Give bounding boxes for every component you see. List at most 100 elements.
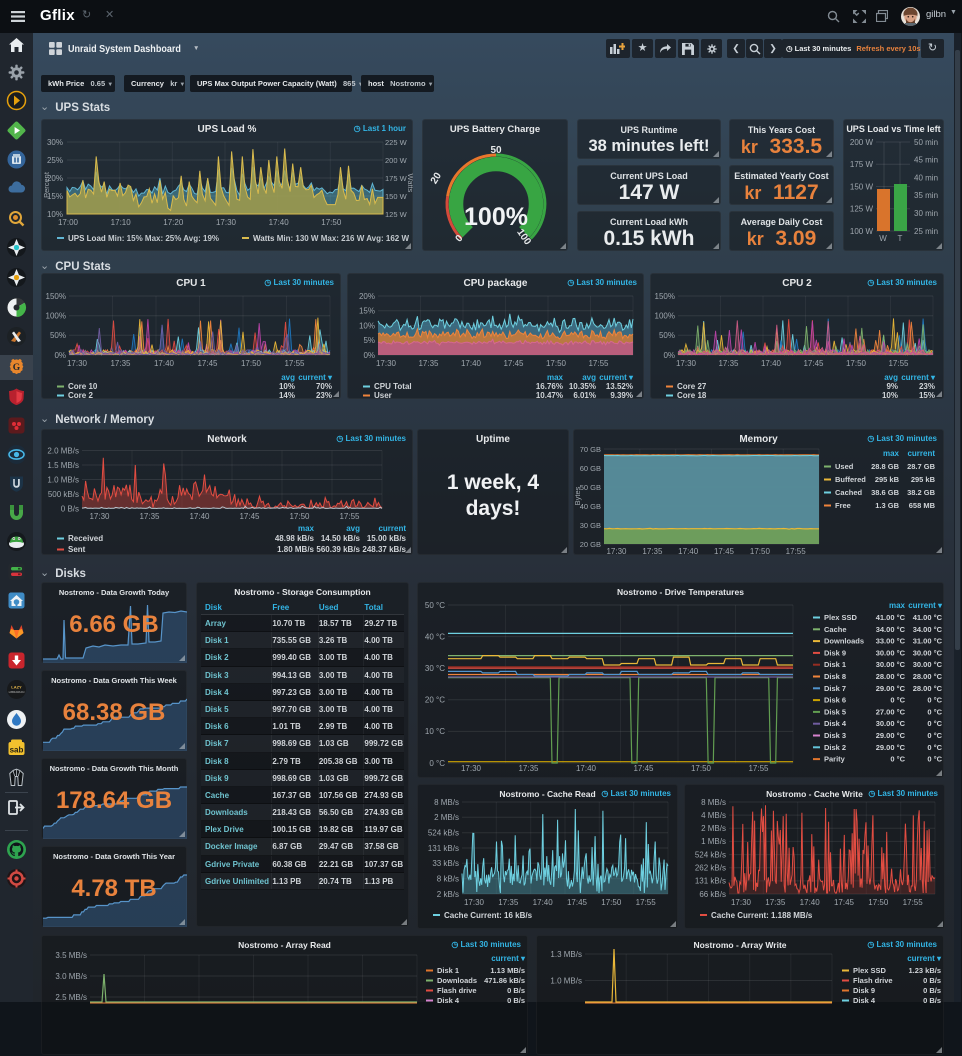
svg-text:17:50: 17:50: [868, 898, 889, 907]
svg-text:150 W: 150 W: [385, 192, 408, 201]
svg-text:20%: 20%: [47, 174, 63, 183]
svg-text:17:35: 17:35: [498, 898, 519, 907]
svg-text:38.6 GB: 38.6 GB: [871, 488, 900, 497]
svg-text:current ▾: current ▾: [599, 373, 634, 382]
svg-text:2 MB/s: 2 MB/s: [434, 813, 459, 822]
svg-text:20 °C: 20 °C: [425, 696, 445, 705]
svg-text:Flash drive: Flash drive: [853, 976, 893, 985]
svg-text:Core 2: Core 2: [68, 391, 93, 400]
svg-text:41.00 °C: 41.00 °C: [913, 613, 943, 622]
svg-text:current: current: [378, 524, 406, 533]
svg-text:100 W: 100 W: [850, 227, 874, 236]
svg-text:25%: 25%: [47, 156, 63, 165]
svg-text:2 kB/s: 2 kB/s: [437, 890, 459, 899]
svg-text:17:45: 17:45: [834, 898, 855, 907]
svg-text:3.0 MB/s: 3.0 MB/s: [55, 972, 87, 981]
svg-text:31.00 °C: 31.00 °C: [913, 637, 943, 646]
svg-text:sab: sab: [10, 746, 24, 755]
svg-text:Disk 2: Disk 2: [824, 743, 846, 752]
svg-text:Buffered: Buffered: [835, 475, 866, 484]
svg-text:30.00 °C: 30.00 °C: [913, 660, 943, 669]
svg-text:175 W: 175 W: [850, 160, 874, 169]
svg-text:Disk 8: Disk 8: [824, 672, 846, 681]
svg-text:0 °C: 0 °C: [429, 759, 445, 768]
svg-text:17:55: 17:55: [748, 764, 769, 773]
svg-text:W: W: [879, 234, 887, 243]
svg-text:Disk 3: Disk 3: [824, 731, 846, 740]
svg-text:13.52%: 13.52%: [606, 382, 633, 391]
svg-text:17:50: 17:50: [321, 218, 342, 227]
svg-text:Downloads: Downloads: [437, 976, 477, 985]
svg-text:9.39%: 9.39%: [610, 391, 633, 400]
svg-text:Sent: Sent: [68, 545, 86, 554]
svg-text:0%: 0%: [54, 351, 66, 360]
svg-text:Percent: Percent: [42, 171, 51, 198]
svg-text:17:35: 17:35: [518, 764, 539, 773]
svg-text:avg: avg: [281, 373, 295, 382]
svg-text:6.01%: 6.01%: [573, 391, 596, 400]
svg-text:34.00 °C: 34.00 °C: [913, 625, 943, 634]
svg-text:17:55: 17:55: [339, 512, 360, 521]
svg-text:Disk 1: Disk 1: [824, 660, 846, 669]
svg-text:0: 0: [453, 233, 465, 245]
svg-text:Disk 1: Disk 1: [437, 966, 459, 975]
svg-text:30%: 30%: [47, 138, 63, 147]
svg-text:17:40: 17:40: [189, 512, 210, 521]
svg-text:1.3 MB/s: 1.3 MB/s: [550, 950, 582, 959]
svg-text:0 °C: 0 °C: [927, 707, 942, 716]
svg-text:Received: Received: [68, 534, 103, 543]
svg-text:131 kB/s: 131 kB/s: [428, 844, 459, 853]
svg-text:Parity: Parity: [824, 755, 846, 764]
svg-text:524 kB/s: 524 kB/s: [695, 850, 726, 859]
svg-text:Disk 4: Disk 4: [853, 996, 876, 1005]
svg-text:max: max: [298, 524, 315, 533]
svg-text:125 W: 125 W: [850, 205, 874, 214]
svg-text:50: 50: [490, 145, 502, 156]
svg-text:17:45: 17:45: [197, 359, 218, 368]
svg-text:1.23 kB/s: 1.23 kB/s: [908, 966, 941, 975]
svg-text:avg: avg: [582, 373, 596, 382]
svg-text:40 °C: 40 °C: [425, 632, 445, 641]
svg-text:17:35: 17:35: [718, 359, 739, 368]
svg-text:28.7 GB: 28.7 GB: [907, 462, 936, 471]
svg-text:Cache: Cache: [824, 625, 847, 634]
svg-text:295 kB: 295 kB: [911, 475, 936, 484]
svg-text:1.13 MB/s: 1.13 MB/s: [490, 966, 525, 975]
svg-text:Cache Current: 16 kB/s: Cache Current: 16 kB/s: [444, 911, 533, 920]
svg-text:0 °C: 0 °C: [927, 755, 942, 764]
svg-text:30 min: 30 min: [914, 209, 938, 218]
svg-text:T: T: [898, 234, 903, 243]
svg-text:17:30: 17:30: [606, 547, 627, 556]
svg-text:17:55: 17:55: [786, 547, 807, 556]
svg-text:17:30: 17:30: [464, 898, 485, 907]
svg-text:40 GB: 40 GB: [580, 502, 601, 511]
svg-text:current ▾: current ▾: [901, 373, 936, 382]
svg-text:LIBRARIAN: LIBRARIAN: [9, 690, 25, 694]
svg-text:Disk 9: Disk 9: [853, 986, 875, 995]
svg-text:17:45: 17:45: [803, 359, 824, 368]
svg-text:17:45: 17:45: [567, 898, 588, 907]
svg-text:10 °C: 10 °C: [425, 727, 445, 736]
svg-text:14%: 14%: [279, 391, 295, 400]
svg-text:38.2 GB: 38.2 GB: [907, 488, 936, 497]
svg-text:0 °C: 0 °C: [927, 743, 942, 752]
svg-text:17:50: 17:50: [289, 512, 310, 521]
svg-text:14.50 kB/s: 14.50 kB/s: [321, 534, 361, 543]
svg-text:150 W: 150 W: [850, 182, 874, 191]
svg-text:295 kB: 295 kB: [875, 475, 900, 484]
svg-text:Core 10: Core 10: [68, 382, 98, 391]
svg-text:2.5 MB/s: 2.5 MB/s: [55, 993, 87, 1002]
svg-text:17:30: 17:30: [461, 764, 482, 773]
svg-text:0 °C: 0 °C: [927, 719, 942, 728]
svg-text:262 kB/s: 262 kB/s: [695, 864, 726, 873]
svg-text:17:45: 17:45: [633, 764, 654, 773]
svg-text:658 MB: 658 MB: [909, 501, 936, 510]
svg-text:17:55: 17:55: [903, 898, 924, 907]
svg-text:125 W: 125 W: [385, 210, 408, 219]
svg-text:Bytes: Bytes: [574, 486, 582, 505]
svg-text:28.00 °C: 28.00 °C: [876, 672, 906, 681]
svg-text:0 B/s: 0 B/s: [923, 996, 941, 1005]
svg-text:17:40: 17:40: [800, 898, 821, 907]
svg-text:30.00 °C: 30.00 °C: [876, 648, 906, 657]
svg-text:10%: 10%: [47, 210, 63, 219]
